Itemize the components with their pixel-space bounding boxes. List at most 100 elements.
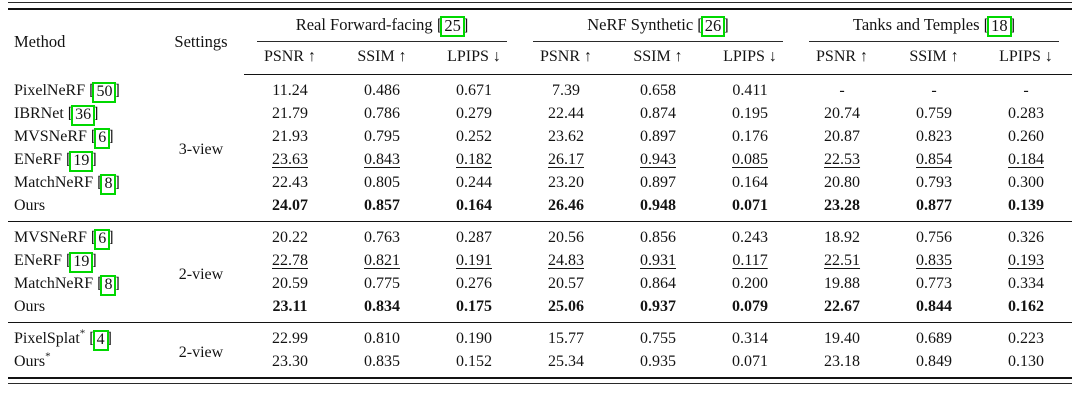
value-cell: 0.276	[456, 275, 492, 292]
citation-link[interactable]: 6	[94, 229, 111, 250]
citation-link[interactable]: 6	[94, 128, 111, 149]
value-cell: 0.864	[640, 275, 677, 292]
value-cell: -	[839, 82, 845, 99]
table-row: MatchNeRF [8] 20.59 0.775 0.276 20.57 0.864 0.…	[8, 272, 1072, 296]
value-cell: 0.162	[1008, 298, 1045, 315]
metric-header-row: PSNR ↑ SSIM ↑ LPIPS ↓ PSNR ↑ SSIM ↑ LPIP…	[8, 42, 1073, 75]
value-cell: 0.139	[1008, 197, 1045, 214]
value-cell: 19.88	[824, 275, 861, 292]
citation-link[interactable]: 26	[700, 16, 726, 37]
metric-header-psnr: PSNR ↑	[244, 42, 336, 75]
citation-link[interactable]: 8	[100, 275, 117, 296]
value-cell: -	[1023, 82, 1029, 99]
bracket: ]	[462, 15, 469, 34]
bracket: ]	[91, 252, 97, 269]
value-cell: 0.856	[612, 221, 705, 249]
bracket: [	[97, 275, 103, 292]
value-cell: 0.071	[732, 353, 769, 370]
bracket: [	[436, 15, 443, 34]
value-cell: 0.334	[1008, 275, 1045, 292]
value-cell: 22.53	[824, 151, 861, 168]
value-cell: 26.46	[548, 197, 585, 214]
value-cell: 0.176	[732, 128, 769, 145]
results-table: Method Settings Real Forward-facing [25]…	[8, 8, 1073, 379]
citation-link[interactable]: 4	[92, 330, 109, 351]
value-cell: 0.948	[640, 197, 677, 214]
citation-link[interactable]: 18	[987, 16, 1012, 37]
value-cell: 0.193	[1008, 252, 1045, 269]
value-cell: 21.93	[272, 128, 308, 145]
value-cell: 20.59	[272, 275, 308, 292]
method-cell: IBRNet [36]	[8, 102, 158, 126]
value-cell: 0.244	[456, 174, 492, 191]
value-cell: 0.182	[456, 151, 492, 168]
value-cell: 7.39	[552, 82, 581, 99]
value-cell: 0.190	[428, 322, 521, 350]
value-cell: 20.87	[824, 128, 861, 145]
bracket: ]	[108, 229, 114, 246]
citation-link[interactable]: 19	[69, 151, 94, 172]
value-cell: 0.755	[612, 322, 705, 350]
value-cell: 0.486	[364, 82, 400, 99]
method-cell: PixelNeRF [50]	[8, 75, 158, 103]
value-cell: 18.92	[796, 221, 889, 249]
table-row: Ours 23.11 0.834 0.175 25.06 0.937 0.079 22.67 0…	[8, 295, 1072, 323]
value-cell: 0.195	[732, 105, 769, 122]
col-header-settings: Settings	[174, 32, 228, 52]
table-row: MVSNeRF [6] 21.93 0.795 0.252 23.62 0.897 0.17…	[8, 125, 1072, 149]
value-cell: 21.79	[272, 105, 308, 122]
method-cell: ENeRF [19]	[8, 148, 158, 172]
method-name: PixelNeRF	[14, 81, 86, 99]
value-cell: 0.810	[336, 322, 428, 350]
value-cell: 25.06	[548, 298, 585, 315]
value-cell: 0.279	[456, 105, 492, 122]
settings-cell: 3-view	[178, 141, 224, 159]
value-cell: 0.849	[916, 353, 953, 370]
citation-link[interactable]: 36	[71, 105, 96, 126]
bracket: [	[89, 81, 95, 99]
method-name: MVSNeRF	[14, 229, 87, 246]
value-cell: 0.200	[732, 275, 769, 292]
value-cell: 0.117	[732, 252, 768, 269]
value-cell: 0.897	[640, 128, 677, 145]
bracket: ]	[723, 15, 729, 34]
value-cell: 26.17	[548, 151, 585, 168]
value-cell: 0.834	[364, 298, 400, 315]
value-cell: 0.874	[640, 105, 677, 122]
method-cell: ENeRF [19]	[8, 249, 158, 273]
citation-link[interactable]: 19	[69, 252, 94, 273]
method-superscript: *	[79, 327, 86, 340]
citation-link[interactable]: 8	[100, 174, 117, 195]
value-cell: 0.243	[704, 221, 797, 249]
value-cell: 22.43	[272, 174, 308, 191]
value-cell: 0.773	[916, 275, 953, 292]
value-cell: 0.411	[732, 82, 768, 99]
metric-header-ssim: SSIM ↑	[336, 42, 428, 75]
bracket: [	[90, 128, 97, 145]
value-cell: 15.77	[520, 322, 613, 350]
value-cell: 0.786	[364, 105, 400, 122]
table-row: ENeRF [19] 22.78 0.821 0.191 24.83 0.931 0.117…	[8, 249, 1072, 273]
bottom-thin-rule	[8, 383, 1072, 384]
value-cell: 0.085	[732, 151, 769, 168]
bracket: ]	[114, 81, 120, 99]
metric-header-lpips: LPIPS ↓	[428, 42, 521, 75]
citation-link[interactable]: 50	[92, 81, 117, 103]
citation-link[interactable]: 25	[440, 16, 465, 37]
metric-header-ssim: SSIM ↑	[888, 42, 981, 75]
value-cell: 0.756	[888, 221, 981, 249]
value-cell: 22.78	[272, 252, 308, 269]
table-row: IBRNet [36] 21.79 0.786 0.279 22.44 0.874 0.19…	[8, 102, 1072, 126]
method-name: MatchNeRF	[14, 174, 94, 191]
value-cell: 23.28	[824, 197, 861, 214]
value-cell: 0.164	[456, 197, 492, 214]
value-cell: 22.67	[824, 298, 861, 315]
bracket: ]	[93, 105, 99, 122]
value-cell: 24.83	[548, 252, 585, 269]
value-cell: 23.30	[272, 353, 308, 370]
method-name: Ours	[14, 197, 46, 214]
bracket: ]	[106, 330, 112, 347]
paper-table-region: Method Settings Real Forward-facing [25]…	[8, 2, 1073, 384]
value-cell: 20.57	[548, 275, 585, 292]
bracket: ]	[114, 174, 120, 191]
